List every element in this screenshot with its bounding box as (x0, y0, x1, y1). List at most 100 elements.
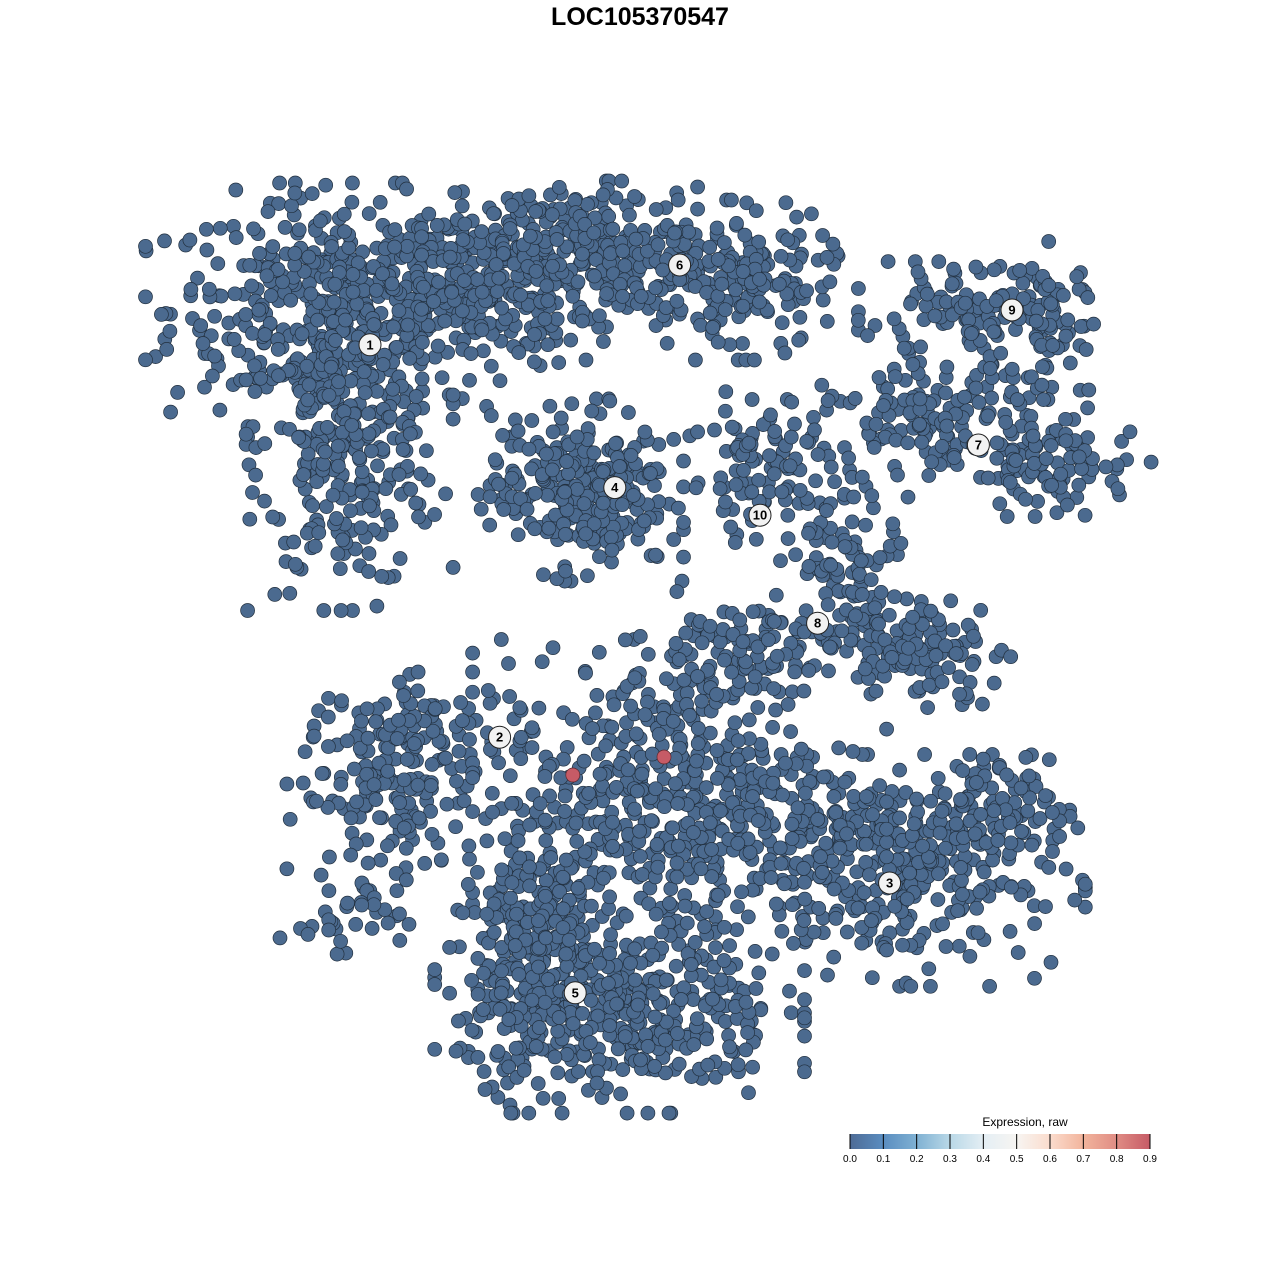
data-point (449, 773, 464, 789)
data-point (901, 640, 916, 656)
data-point (316, 456, 331, 472)
data-point (913, 339, 928, 355)
data-point (427, 977, 443, 992)
data-point (537, 769, 553, 784)
data-point (361, 206, 377, 221)
data-point (470, 487, 486, 502)
data-point (369, 598, 385, 614)
data-point (354, 464, 370, 480)
data-point (336, 404, 352, 419)
data-point (419, 443, 434, 459)
data-point (352, 740, 368, 756)
data-point (879, 821, 894, 837)
data-point (658, 300, 674, 315)
data-point (728, 282, 743, 298)
data-point (501, 656, 516, 671)
data-point (668, 958, 684, 974)
data-point (976, 864, 992, 880)
data-point (587, 268, 602, 284)
data-point (528, 1039, 544, 1054)
data-point (316, 603, 332, 618)
data-point (971, 395, 987, 410)
data-point (707, 422, 722, 438)
data-point (1098, 459, 1114, 475)
data-point (163, 404, 178, 420)
cluster-label: 10 (748, 503, 772, 527)
data-point (282, 811, 298, 827)
colorbar-tick-label: 0.5 (1010, 1154, 1024, 1165)
data-point (138, 352, 153, 368)
data-point (491, 270, 507, 286)
data-point (414, 301, 429, 317)
data-point (609, 779, 624, 795)
data-point (549, 311, 565, 327)
data-point (747, 669, 763, 685)
data-point (457, 216, 473, 232)
data-point (309, 793, 324, 809)
data-point (710, 334, 726, 350)
data-point (647, 1009, 663, 1025)
data-point (1030, 494, 1045, 509)
data-point (864, 913, 879, 928)
data-point (1018, 750, 1034, 765)
data-point (668, 776, 683, 791)
data-point (923, 978, 938, 994)
data-point (799, 434, 815, 449)
data-point (1024, 369, 1039, 385)
data-point-expressed (565, 767, 581, 783)
data-point (745, 604, 761, 620)
data-point (881, 607, 897, 623)
data-point (948, 816, 964, 832)
data-point (784, 816, 800, 832)
data-point (343, 810, 359, 826)
data-point (923, 603, 939, 619)
data-point (510, 423, 526, 439)
data-point (604, 719, 620, 735)
data-point (360, 855, 376, 871)
data-point (370, 458, 385, 474)
data-point (195, 336, 211, 351)
data-point (740, 1025, 755, 1040)
data-point (872, 550, 888, 565)
data-point (962, 813, 978, 829)
data-point (541, 520, 557, 536)
data-point (627, 189, 642, 204)
data-point (858, 836, 874, 852)
data-point (372, 810, 387, 825)
data-point (279, 776, 295, 792)
data-point (807, 422, 822, 438)
data-point (779, 286, 795, 302)
data-point (504, 198, 520, 213)
data-point (930, 892, 946, 907)
data-point (595, 495, 611, 511)
data-point (712, 481, 728, 496)
colorbar-tick-label: 0.0 (843, 1154, 857, 1165)
data-point (686, 825, 701, 840)
chart-title: LOC105370547 (551, 3, 729, 31)
data-point (576, 753, 592, 769)
data-point (399, 239, 415, 254)
data-point (366, 777, 382, 793)
data-point (821, 663, 836, 679)
data-point (973, 602, 989, 618)
data-point (461, 838, 477, 854)
data-point (741, 435, 757, 451)
data-point (876, 398, 891, 413)
data-point (162, 323, 178, 339)
data-point (287, 246, 303, 261)
data-point (527, 485, 543, 501)
data-point (427, 962, 443, 977)
data-point (877, 632, 893, 648)
data-point (783, 429, 799, 445)
data-point (392, 674, 407, 690)
data-point (825, 236, 841, 252)
cluster-label-badge (748, 503, 772, 527)
data-point (403, 482, 419, 497)
data-point (612, 459, 627, 474)
data-point (408, 389, 424, 404)
data-point (850, 900, 866, 916)
data-point (934, 439, 950, 454)
data-point (558, 946, 574, 962)
data-point (1081, 382, 1097, 398)
data-point (814, 865, 830, 880)
